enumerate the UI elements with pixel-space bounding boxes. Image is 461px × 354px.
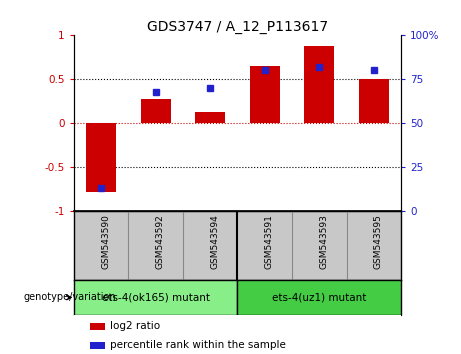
Text: GSM543594: GSM543594 [210,214,219,269]
Text: GSM543591: GSM543591 [265,214,274,269]
Bar [90,322,105,330]
Text: GSM543592: GSM543592 [156,214,165,269]
Bar [195,112,225,123]
Text: GSM543590: GSM543590 [101,214,110,269]
Bar [86,123,116,192]
Text: ets-4(uz1) mutant: ets-4(uz1) mutant [272,292,366,302]
Text: GSM543593: GSM543593 [319,214,328,269]
Bar [90,342,105,349]
Bar [237,280,401,315]
Text: genotype/variation: genotype/variation [23,292,116,302]
Title: GDS3747 / A_12_P113617: GDS3747 / A_12_P113617 [147,21,328,34]
Bar [141,98,171,123]
Text: GSM543595: GSM543595 [374,214,383,269]
Text: percentile rank within the sample: percentile rank within the sample [110,340,286,350]
Text: log2 ratio: log2 ratio [110,321,160,331]
Bar [304,46,334,123]
Bar [74,280,237,315]
Bar [359,79,389,123]
Text: ets-4(ok165) mutant: ets-4(ok165) mutant [101,292,210,302]
Bar [250,66,280,123]
